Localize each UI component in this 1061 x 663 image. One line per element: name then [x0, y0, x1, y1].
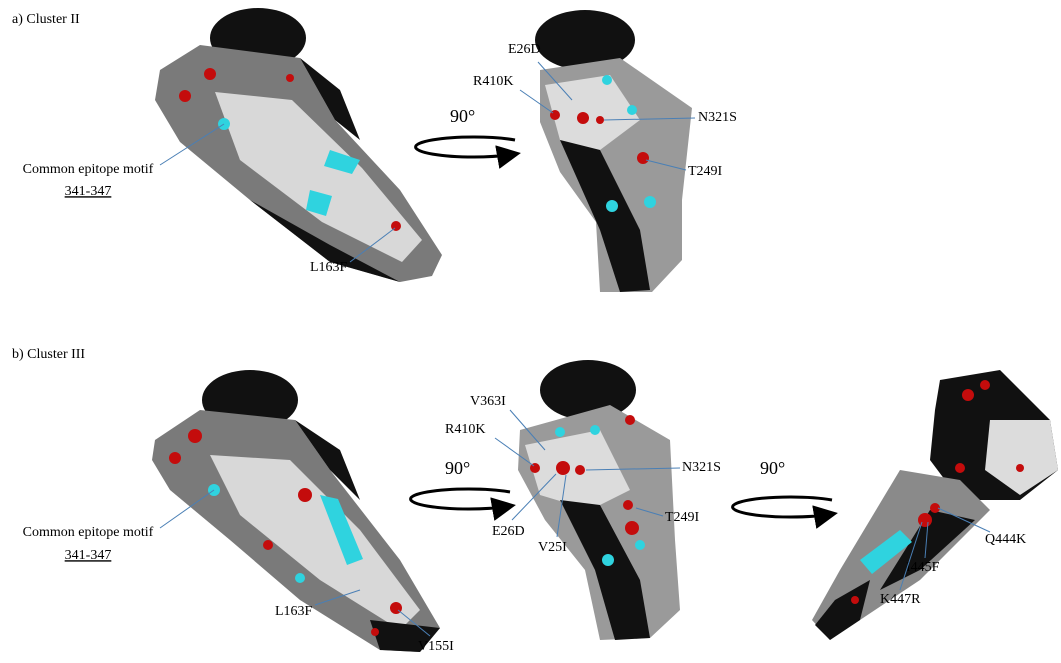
panel-title: a) Cluster II — [12, 12, 80, 27]
surface-patch — [623, 500, 633, 510]
protein-structure — [812, 370, 1058, 640]
surface-patch — [606, 200, 618, 212]
label: V25I — [538, 540, 567, 555]
surface-patch — [962, 389, 974, 401]
label: E26D — [492, 524, 525, 539]
rotation-arrow — [416, 137, 515, 157]
surface-patch — [596, 116, 604, 124]
surface-patch — [851, 596, 859, 604]
protein-structure — [518, 360, 680, 640]
surface-patch — [204, 68, 216, 80]
surface-patch — [286, 74, 294, 82]
surface-patch — [625, 415, 635, 425]
surface-patch — [644, 196, 656, 208]
surface-patch — [298, 488, 312, 502]
label: T249I — [665, 510, 700, 525]
label: E26D — [508, 42, 541, 57]
label: T249I — [688, 164, 723, 179]
surface-patch — [188, 429, 202, 443]
surface-patch — [540, 360, 636, 420]
surface-patch — [637, 152, 649, 164]
rotation-label: 90° — [445, 458, 470, 478]
protein-structure — [535, 10, 692, 292]
label: 341-347 — [65, 548, 112, 563]
label: V363I — [470, 394, 506, 409]
surface-patch — [635, 540, 645, 550]
panel-title: b) Cluster III — [12, 347, 85, 362]
surface-patch — [575, 465, 585, 475]
label: R410K — [473, 74, 513, 89]
label: Common epitope motif — [23, 162, 154, 177]
label: L163F — [275, 604, 313, 619]
label: R410K — [445, 422, 485, 437]
surface-patch — [955, 463, 965, 473]
surface-patch — [625, 521, 639, 535]
label: Q444K — [985, 532, 1026, 547]
surface-patch — [577, 112, 589, 124]
surface-patch — [371, 628, 379, 636]
figure: a) Cluster II Common epitope motif 341-3… — [0, 0, 1061, 663]
surface-patch — [590, 425, 600, 435]
label: L163F — [310, 260, 348, 275]
surface-patch — [918, 513, 932, 527]
surface-patch — [179, 90, 191, 102]
surface-patch — [980, 380, 990, 390]
rotation-arrow — [411, 489, 510, 509]
surface-patch — [295, 573, 305, 583]
protein-structure — [155, 8, 442, 282]
label: V155I — [418, 639, 454, 654]
label: 341-347 — [65, 184, 112, 199]
surface-patch — [263, 540, 273, 550]
rotation-label: 90° — [760, 458, 785, 478]
surface-patch — [1016, 464, 1024, 472]
surface-patch — [627, 105, 637, 115]
label: N321S — [682, 460, 721, 475]
label: I445F — [906, 560, 940, 575]
label: Common epitope motif — [23, 525, 154, 540]
surface-patch — [602, 554, 614, 566]
label: K447R — [880, 592, 921, 607]
surface-patch — [555, 427, 565, 437]
surface-patch — [556, 461, 570, 475]
surface-patch — [602, 75, 612, 85]
rotation-arrow — [733, 497, 832, 517]
surface-patch — [169, 452, 181, 464]
label: N321S — [698, 110, 737, 125]
rotation-label: 90° — [450, 106, 475, 126]
